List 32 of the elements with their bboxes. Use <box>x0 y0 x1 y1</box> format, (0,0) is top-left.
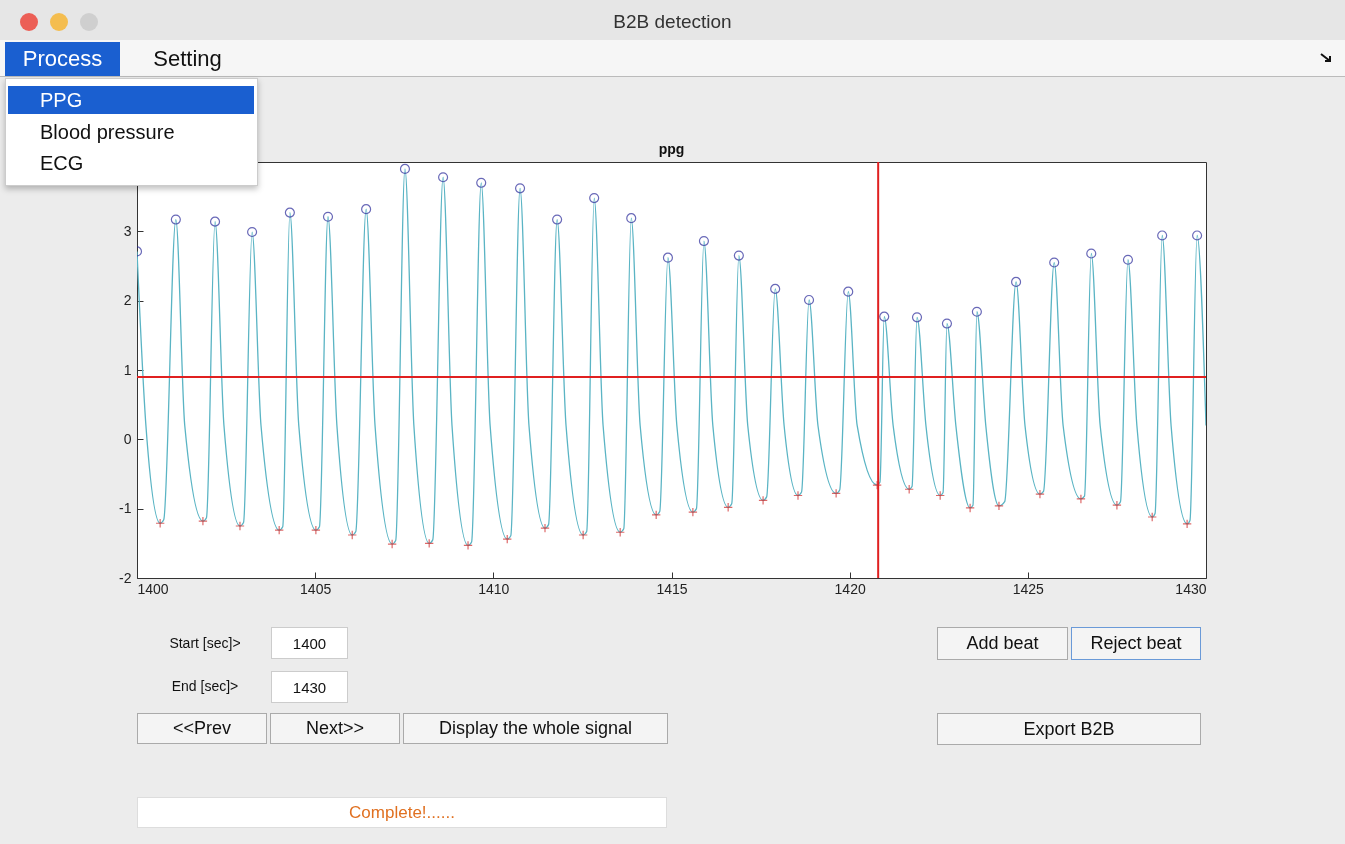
button: Reject beat <box>1071 627 1201 660</box>
x-tick-label: 1405 <box>300 580 332 597</box>
menu-item: ECG <box>39 150 85 176</box>
x-tick-label: 1430 <box>1175 580 1207 597</box>
text: B2B detection <box>612 10 733 34</box>
y-tick-label: -2 <box>119 569 132 586</box>
text-field: 1400 <box>271 627 348 659</box>
button: Add beat <box>937 627 1068 660</box>
button: <<Prev <box>137 713 267 744</box>
button: Next>> <box>270 713 400 744</box>
line-series <box>137 168 1206 547</box>
x-tick-label: 1400 <box>137 580 169 597</box>
x-tick-label: 1420 <box>834 580 866 597</box>
x-tick-label: 1425 <box>1012 580 1045 597</box>
menu-item: Process <box>5 42 120 76</box>
y-tick-label: -1 <box>119 500 132 517</box>
text: End [sec]> <box>170 677 240 696</box>
button: Display the whole signal <box>403 713 668 744</box>
y-tick-label: 3 <box>123 222 132 239</box>
y-tick-label: 2 <box>123 292 132 309</box>
button: Export B2B <box>937 713 1201 745</box>
text: Start [sec]> <box>168 634 242 653</box>
text-field: Complete!...... <box>137 797 667 828</box>
menu-item: PPG <box>8 86 254 114</box>
y-tick-label: 0 <box>123 430 132 447</box>
menu-item: Setting <box>152 45 223 73</box>
x-tick-label: 1415 <box>656 580 688 597</box>
y-tick-label: 1 <box>123 361 132 378</box>
menu-item: Blood pressure <box>39 119 176 145</box>
chart-title: ppg <box>658 141 685 157</box>
text-field: 1430 <box>271 671 348 703</box>
x-tick-label: 1410 <box>478 580 510 597</box>
